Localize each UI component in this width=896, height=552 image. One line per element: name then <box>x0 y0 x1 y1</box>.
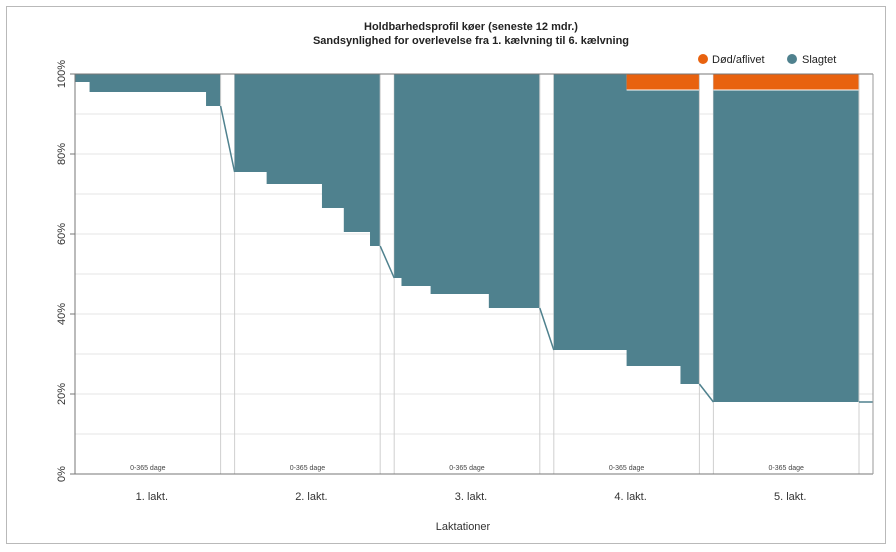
x-tick-label-lakt-3: 3. lakt. <box>455 491 487 503</box>
y-tick-label: 100% <box>56 60 68 88</box>
legend-label-dead: Død/aflivet <box>712 54 765 66</box>
x-axis-title: Laktationer <box>436 521 491 533</box>
connector-lakt-2 <box>379 245 395 279</box>
area-dead-lakt-4 <box>626 74 700 90</box>
x-tick-label-lakt-1: 1. lakt. <box>136 491 168 503</box>
y-tick-label: 60% <box>56 223 68 245</box>
survival-chart: Holdbarhedsprofil køer (seneste 12 mdr.)… <box>56 21 874 533</box>
area-slaughtered-lakt-5 <box>713 74 859 402</box>
area-slaughtered-lakt-3 <box>394 74 540 308</box>
area-slaughtered-lakt-2 <box>234 74 381 246</box>
chart-title: Holdbarhedsprofil køer (seneste 12 mdr.) <box>364 21 578 33</box>
legend-label-slaughtered: Slagtet <box>802 54 836 66</box>
y-tick-label: 40% <box>56 303 68 325</box>
y-tick-label: 0% <box>56 466 68 482</box>
area-slaughtered-lakt-1 <box>75 74 221 106</box>
plot-area: 0-365 dage 1. lakt. 0-365 dage 2. lakt. 0-36… <box>56 60 874 503</box>
chart-subtitle: Sandsynlighed for overlevelse fra 1. kæl… <box>313 35 629 47</box>
period-label-lakt-5: 0-365 dage <box>768 465 804 472</box>
chart-frame: Holdbarhedsprofil køer (seneste 12 mdr.)… <box>6 6 886 544</box>
legend-marker-dead <box>698 54 708 64</box>
x-tick-label-lakt-2: 2. lakt. <box>295 491 327 503</box>
x-tick-label-lakt-5: 5. lakt. <box>774 491 806 503</box>
chart-legend: Død/aflivet Slagtet <box>698 54 836 66</box>
period-label-lakt-4: 0-365 dage <box>609 465 645 472</box>
y-tick-label: 80% <box>56 143 68 165</box>
connector-lakt-1 <box>219 105 236 173</box>
x-tick-label-lakt-4: 4. lakt. <box>614 491 646 503</box>
period-label-lakt-3: 0-365 dage <box>449 465 485 472</box>
y-tick-label: 20% <box>56 383 68 405</box>
legend-marker-slaughtered <box>787 54 797 64</box>
area-slaughtered-lakt-4 <box>553 74 700 384</box>
connector-lakt-3 <box>539 307 555 351</box>
connector-lakt-4 <box>698 383 714 403</box>
period-label-lakt-2: 0-365 dage <box>290 465 326 472</box>
area-dead-lakt-5 <box>713 74 859 90</box>
period-label-lakt-1: 0-365 dage <box>130 465 166 472</box>
